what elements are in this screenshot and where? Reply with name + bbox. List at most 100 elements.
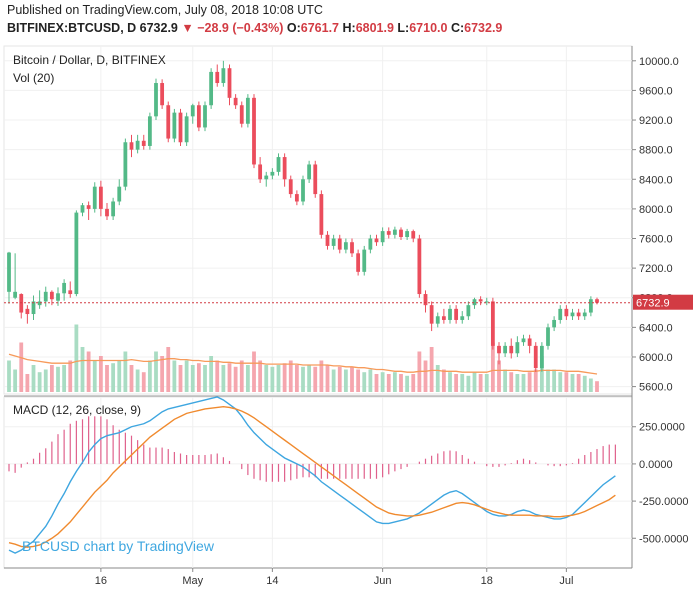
- price-axis-label: 7200.0: [639, 263, 673, 275]
- volume-bar: [221, 365, 226, 392]
- candle-up: [13, 291, 18, 298]
- volume-bar: [472, 372, 477, 392]
- volume-bar: [117, 360, 122, 392]
- volume-bar: [233, 366, 238, 392]
- macd-axis: 250.0000 0.0000 -250.0000 -500.0000: [632, 422, 689, 545]
- candle-up: [31, 301, 36, 315]
- candle-down: [350, 242, 354, 254]
- volume-bar: [111, 363, 116, 392]
- volume-bar: [252, 351, 256, 392]
- volume-bar: [123, 351, 128, 392]
- last-price-tag-text: 6732.9: [636, 298, 670, 310]
- candle-up: [135, 140, 140, 150]
- volume-bar: [343, 369, 348, 392]
- volume-bar: [282, 363, 287, 392]
- volume-bar: [49, 365, 54, 392]
- price-pane[interactable]: [3, 45, 633, 395]
- volume-bar: [552, 369, 557, 392]
- low-value: 6710.0: [409, 21, 448, 35]
- candle-down: [215, 71, 220, 84]
- watermark: BTCUSD chart by TradingView: [22, 538, 215, 554]
- candle-up: [301, 179, 305, 202]
- price-axis-label: 6400.0: [639, 322, 673, 334]
- volume-bar: [337, 366, 342, 392]
- volume-bar: [80, 347, 85, 392]
- volume-bar: [576, 374, 581, 392]
- macd-axis-label: 250.0000: [639, 422, 685, 434]
- candle-up: [503, 345, 508, 354]
- candle-up: [552, 319, 557, 328]
- price-axis-label: 6000.0: [639, 352, 673, 364]
- volume-bar: [435, 365, 440, 392]
- macd-pane-title: MACD (12, 26, close, 9): [13, 403, 141, 417]
- volume-bar: [313, 366, 318, 392]
- volume-bar: [515, 374, 520, 392]
- volume-bar: [368, 369, 373, 392]
- volume-bar: [484, 374, 489, 392]
- candle-up: [7, 252, 11, 292]
- volume-bar: [546, 369, 550, 392]
- volume-bar: [245, 365, 250, 392]
- candle-down: [258, 164, 263, 180]
- volume-bar: [196, 363, 201, 392]
- candle-down: [417, 238, 422, 295]
- volume-bar: [588, 378, 593, 392]
- candle-up: [117, 186, 122, 202]
- change-arrow-icon: ▼: [181, 21, 194, 35]
- last-value: 6732.9: [139, 21, 178, 35]
- candle-down: [160, 83, 165, 106]
- macd-axis-label: -500.0000: [639, 533, 689, 545]
- volume-bar: [31, 365, 36, 392]
- volume-bar: [441, 369, 446, 392]
- candle-down: [356, 253, 361, 272]
- candle-down: [527, 338, 532, 346]
- price-axis-label: 5600.0: [639, 382, 673, 394]
- volume-bar: [533, 369, 538, 392]
- volume-bar: [74, 324, 79, 392]
- candle-down: [86, 205, 91, 209]
- candle-up: [570, 312, 575, 317]
- candle-down: [49, 291, 54, 300]
- candle-down: [595, 299, 599, 303]
- volume-bar: [92, 360, 97, 392]
- candle-down: [313, 164, 318, 195]
- volume-bar: [350, 366, 354, 392]
- volume-bar: [209, 356, 214, 392]
- candle-down: [288, 179, 293, 195]
- candle-down: [509, 345, 514, 354]
- candles: [7, 60, 599, 372]
- candle-down: [576, 312, 581, 317]
- candle-down: [166, 105, 171, 139]
- signal-line: [8, 405, 616, 548]
- candle-up: [380, 231, 385, 243]
- candle-up: [539, 345, 544, 369]
- volume-bar: [478, 374, 483, 392]
- volume-bar: [98, 356, 103, 392]
- time-axis-label: Jun: [374, 575, 392, 587]
- candle-down: [25, 308, 30, 315]
- volume-bar: [141, 372, 146, 392]
- candle-down: [227, 68, 232, 98]
- volume-bar: [178, 365, 183, 392]
- volume-bar: [276, 365, 281, 392]
- candle-up: [92, 186, 97, 209]
- candle-up: [448, 308, 452, 320]
- candle-down: [178, 112, 183, 143]
- macd-pane[interactable]: [3, 396, 633, 569]
- candle-down: [239, 105, 244, 124]
- symbol-name: BITFINEX:BTCUSD, D: [7, 21, 137, 35]
- time-axis-label: May: [182, 575, 203, 587]
- candle-up: [80, 205, 85, 213]
- volume-bar: [215, 360, 220, 392]
- time-axis-label: Jul: [559, 575, 573, 587]
- macd-line: [8, 396, 616, 554]
- volume-bar: [527, 372, 532, 392]
- candle-up: [172, 112, 177, 139]
- volume-bar: [521, 374, 526, 392]
- volume-bar: [270, 366, 275, 392]
- volume-bar: [301, 366, 305, 392]
- candle-up: [362, 249, 367, 272]
- volume-bar: [86, 351, 91, 392]
- candle-up: [154, 83, 158, 117]
